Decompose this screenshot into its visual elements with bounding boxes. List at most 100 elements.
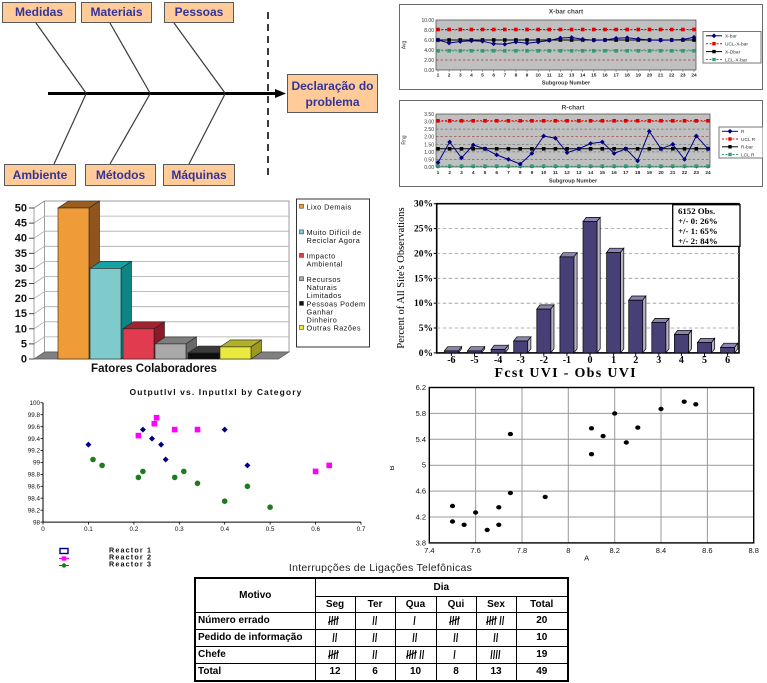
- svg-text:99.6: 99.6: [28, 424, 41, 431]
- svg-text:3.00: 3.00: [424, 120, 434, 126]
- svg-text:Outputlvl vs. Inputlxl by Cate: Outputlvl vs. Inputlxl by Category: [130, 387, 303, 397]
- svg-text:0.00: 0.00: [424, 68, 434, 74]
- svg-text:2: 2: [448, 170, 451, 176]
- svg-text:Subgroup Number: Subgroup Number: [542, 81, 591, 87]
- svg-text:0.7: 0.7: [357, 526, 366, 533]
- svg-text:25%: 25%: [414, 225, 433, 235]
- svg-text:99.2: 99.2: [28, 448, 41, 455]
- svg-text:20: 20: [658, 170, 664, 176]
- svg-text:Reactor 3: Reactor 3: [109, 560, 152, 569]
- svg-text:16: 16: [611, 170, 617, 176]
- svg-text:35: 35: [15, 248, 27, 260]
- svg-text:14: 14: [580, 73, 586, 79]
- svg-text:8: 8: [566, 546, 570, 555]
- svg-text:10: 10: [15, 323, 27, 335]
- svg-text:Reciclar Agora: Reciclar Agora: [307, 236, 361, 245]
- svg-text:3.8: 3.8: [416, 538, 426, 547]
- svg-text:3: 3: [656, 355, 661, 366]
- svg-text:7: 7: [507, 170, 510, 176]
- svg-text:14: 14: [588, 170, 594, 176]
- svg-text:12: 12: [558, 73, 564, 79]
- svg-text:15: 15: [591, 73, 597, 79]
- svg-text:X-bar: X-bar: [725, 34, 737, 40]
- svg-text:4: 4: [470, 73, 473, 79]
- svg-text:6.00: 6.00: [424, 38, 434, 44]
- svg-text:13: 13: [576, 170, 582, 176]
- svg-text:30: 30: [15, 263, 27, 275]
- svg-text:20%: 20%: [414, 249, 433, 259]
- svg-text:3.50: 3.50: [424, 112, 434, 118]
- svg-text:0.00: 0.00: [424, 165, 434, 171]
- svg-text:Ganhar: Ganhar: [307, 308, 334, 317]
- svg-text:-6: -6: [447, 355, 455, 366]
- svg-text:13: 13: [569, 73, 575, 79]
- svg-text:Rng: Rng: [402, 135, 408, 144]
- svg-text:6: 6: [495, 170, 498, 176]
- svg-text:-3: -3: [517, 355, 525, 366]
- svg-text:8.8: 8.8: [748, 546, 758, 555]
- svg-text:1: 1: [611, 355, 616, 366]
- svg-text:15%: 15%: [414, 274, 433, 284]
- svg-text:2: 2: [633, 355, 638, 366]
- svg-text:Reactor 2: Reactor 2: [109, 553, 152, 562]
- svg-text:98.6: 98.6: [28, 484, 41, 491]
- svg-text:99.8: 99.8: [28, 412, 41, 419]
- svg-text:Pessoas Podem: Pessoas Podem: [307, 300, 366, 309]
- svg-text:5.8: 5.8: [416, 409, 426, 418]
- svg-text:X-Dbar: X-Dbar: [725, 49, 741, 55]
- svg-text:-5: -5: [470, 355, 478, 366]
- svg-text:17: 17: [623, 170, 629, 176]
- svg-text:25: 25: [15, 278, 27, 290]
- svg-text:8.6: 8.6: [702, 546, 712, 555]
- svg-text:3: 3: [460, 170, 463, 176]
- svg-text:LCL R: LCL R: [741, 152, 755, 158]
- svg-text:7.8: 7.8: [517, 546, 527, 555]
- svg-text:5: 5: [484, 170, 487, 176]
- svg-text:98: 98: [33, 519, 41, 526]
- svg-text:5: 5: [702, 355, 707, 366]
- svg-text:10: 10: [541, 170, 547, 176]
- svg-text:3: 3: [459, 73, 462, 79]
- svg-text:24: 24: [705, 170, 711, 176]
- svg-text:Fatores Colaboradores: Fatores Colaboradores: [91, 363, 217, 375]
- svg-text:4: 4: [472, 170, 475, 176]
- svg-text:Fcst UVI - Obs UVI: Fcst UVI - Obs UVI: [494, 366, 636, 381]
- svg-text:17: 17: [613, 73, 619, 79]
- svg-text:8.2: 8.2: [609, 546, 619, 555]
- svg-text:2.00: 2.00: [424, 58, 434, 64]
- svg-text:Muito Difícil de: Muito Difícil de: [307, 228, 362, 237]
- svg-text:2: 2: [448, 73, 451, 79]
- svg-text:22: 22: [682, 170, 688, 176]
- svg-text:5: 5: [422, 461, 426, 470]
- svg-text:1: 1: [437, 73, 440, 79]
- svg-text:4.6: 4.6: [416, 487, 426, 496]
- svg-text:21: 21: [658, 73, 664, 79]
- svg-text:99: 99: [33, 460, 41, 467]
- svg-text:8.4: 8.4: [656, 546, 666, 555]
- svg-text:15: 15: [15, 308, 27, 320]
- svg-text:0: 0: [41, 526, 45, 533]
- svg-text:22: 22: [669, 73, 675, 79]
- svg-text:Percent of All Site's Observat: Percent of All Site's Observations: [396, 207, 407, 348]
- svg-text:12: 12: [564, 170, 570, 176]
- svg-text:+/- 1: 65%: +/- 1: 65%: [678, 226, 718, 236]
- svg-text:Lixo Demais: Lixo Demais: [307, 202, 352, 211]
- svg-text:R: R: [741, 129, 745, 135]
- svg-text:6152 Obs.: 6152 Obs.: [678, 206, 715, 216]
- svg-text:A: A: [584, 554, 589, 562]
- svg-text:0.1: 0.1: [84, 526, 93, 533]
- svg-text:10: 10: [536, 73, 542, 79]
- svg-text:98.8: 98.8: [28, 472, 41, 479]
- svg-text:20: 20: [15, 293, 27, 305]
- svg-text:23: 23: [694, 170, 700, 176]
- svg-text:15: 15: [600, 170, 606, 176]
- svg-text:Dinheiro: Dinheiro: [307, 316, 338, 325]
- svg-text:19: 19: [636, 73, 642, 79]
- svg-text:8.00: 8.00: [424, 28, 434, 34]
- svg-text:1: 1: [437, 170, 440, 176]
- svg-text:Avg: Avg: [402, 41, 408, 50]
- svg-text:0.50: 0.50: [424, 157, 434, 163]
- svg-text:45: 45: [15, 218, 27, 230]
- svg-text:4.00: 4.00: [424, 48, 434, 54]
- svg-text:98.4: 98.4: [28, 495, 41, 502]
